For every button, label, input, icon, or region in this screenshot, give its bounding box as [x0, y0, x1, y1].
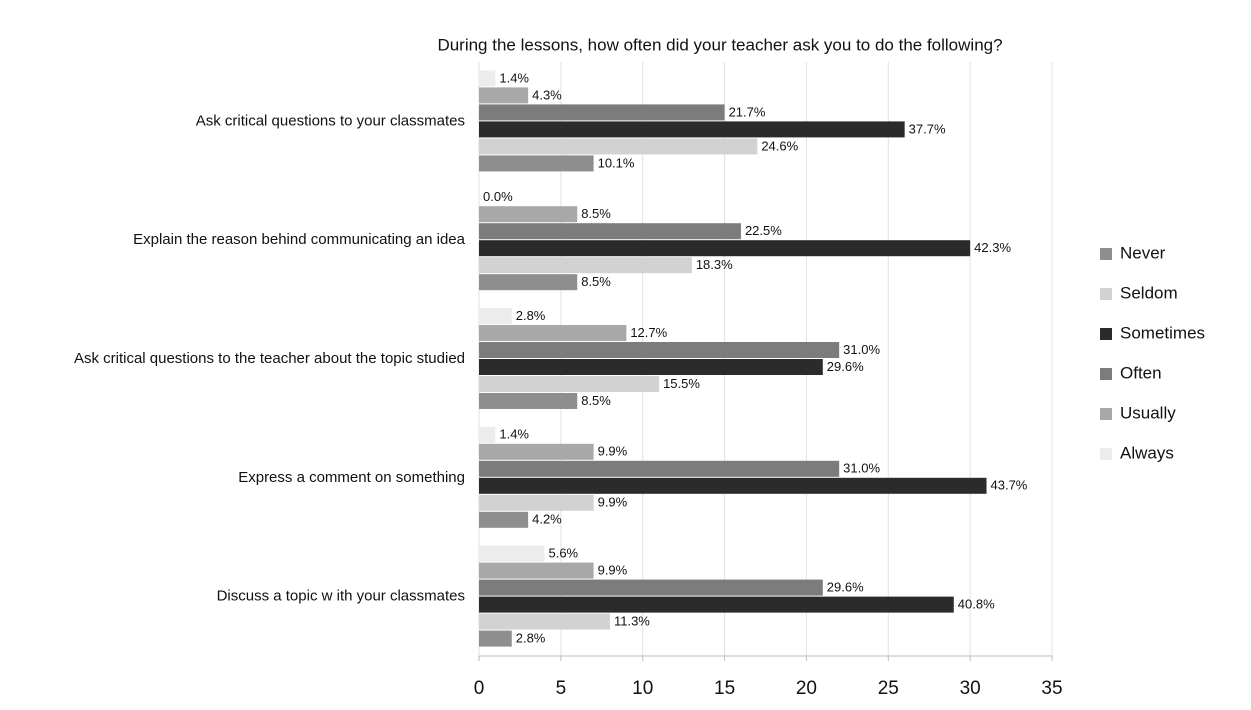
category-label: Express a comment on something	[238, 469, 465, 486]
value-label: 29.6%	[827, 359, 864, 374]
legend-label: Sometimes	[1120, 323, 1205, 342]
value-label: 15.5%	[663, 376, 700, 391]
value-label: 42.3%	[974, 240, 1011, 255]
x-tick-label: 20	[796, 678, 817, 699]
bar	[479, 443, 594, 460]
category-label: Explain the reason behind communicating …	[133, 231, 466, 248]
legend-label: Often	[1120, 363, 1162, 382]
bar	[479, 376, 660, 392]
bar	[479, 596, 954, 613]
bar	[479, 359, 823, 375]
bar	[479, 155, 594, 172]
legend-swatch	[1100, 328, 1112, 340]
value-label: 9.9%	[598, 444, 628, 459]
value-label: 2.8%	[516, 631, 546, 646]
value-label: 11.3%	[614, 614, 650, 629]
value-label: 0.0%	[483, 189, 513, 204]
bar	[479, 121, 905, 138]
value-label: 1.4%	[499, 70, 529, 85]
bar	[479, 426, 496, 443]
value-label: 9.9%	[598, 563, 628, 578]
bar	[479, 138, 758, 155]
bar	[479, 308, 512, 324]
value-label: 43.7%	[991, 478, 1028, 493]
legend-swatch	[1100, 448, 1112, 460]
category-label: Ask critical questions to your classmate…	[196, 112, 465, 129]
bar	[479, 104, 725, 121]
bar	[479, 70, 496, 87]
value-label: 2.8%	[516, 308, 546, 323]
value-label: 31.0%	[843, 342, 880, 357]
bar	[479, 393, 578, 409]
value-label: 18.3%	[696, 257, 733, 272]
chart-title: During the lessons, how often did your t…	[437, 35, 1002, 54]
bar	[479, 87, 529, 104]
value-label: 37.7%	[909, 121, 946, 136]
value-label: 8.5%	[581, 393, 611, 408]
bar	[479, 223, 741, 240]
bar	[479, 342, 840, 358]
value-label: 4.2%	[532, 512, 562, 527]
value-label: 31.0%	[843, 461, 880, 476]
bar	[479, 325, 627, 341]
bar	[479, 511, 529, 528]
bar	[479, 257, 692, 274]
value-label: 12.7%	[630, 325, 667, 340]
x-tick-label: 10	[632, 678, 653, 699]
bar	[479, 477, 987, 494]
bar	[479, 613, 610, 630]
bar	[479, 579, 823, 596]
category-label: Ask critical questions to the teacher ab…	[74, 350, 465, 367]
value-label: 40.8%	[958, 597, 995, 612]
legend-label: Never	[1120, 243, 1166, 262]
bar	[479, 562, 594, 579]
x-tick-label: 5	[556, 678, 567, 699]
bar	[479, 630, 512, 647]
legend-swatch	[1100, 368, 1112, 380]
bar	[479, 545, 545, 562]
legend-swatch	[1100, 408, 1112, 420]
x-tick-label: 30	[960, 678, 981, 699]
value-label: 8.5%	[581, 206, 611, 221]
value-label: 21.7%	[729, 104, 766, 119]
value-label: 1.4%	[499, 427, 529, 442]
legend-label: Seldom	[1120, 283, 1178, 302]
x-tick-label: 35	[1041, 678, 1062, 699]
value-label: 4.3%	[532, 87, 562, 102]
legend-swatch	[1100, 288, 1112, 300]
value-label: 5.6%	[548, 546, 578, 561]
bar	[479, 274, 578, 291]
value-label: 22.5%	[745, 223, 782, 238]
legend-label: Usually	[1120, 403, 1176, 422]
bar	[479, 460, 840, 477]
legend-swatch	[1100, 248, 1112, 260]
bar	[479, 206, 578, 223]
value-label: 10.1%	[598, 155, 635, 170]
bar	[479, 240, 971, 257]
x-tick-label: 15	[714, 678, 735, 699]
x-tick-label: 0	[474, 678, 485, 699]
legend-label: Always	[1120, 443, 1174, 462]
category-label: Discuss a topic w ith your classmates	[217, 588, 465, 605]
value-label: 29.6%	[827, 580, 864, 595]
value-label: 9.9%	[598, 495, 628, 510]
value-label: 8.5%	[581, 274, 611, 289]
bar	[479, 494, 594, 511]
x-tick-label: 25	[878, 678, 899, 699]
value-label: 24.6%	[761, 138, 798, 153]
